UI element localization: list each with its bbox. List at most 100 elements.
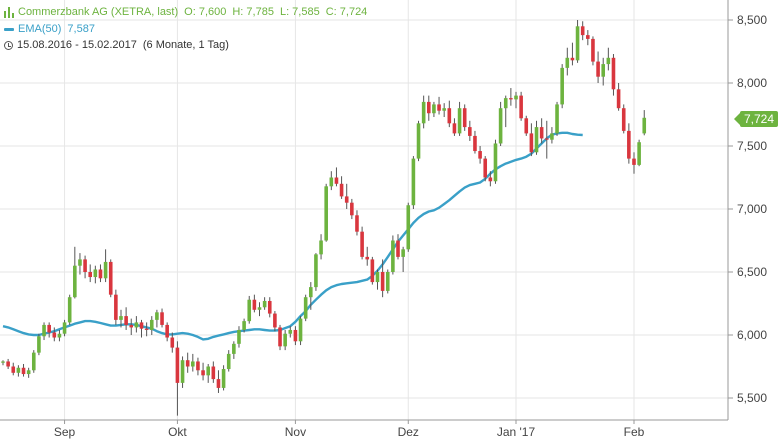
candle-body [288, 329, 293, 334]
legend-period: 15.08.2016 - 15.02.2017 (6 Monate, 1 Tag) [4, 38, 229, 52]
candle-body [627, 130, 631, 159]
candle-body [267, 300, 272, 314]
candle [211, 361, 216, 383]
candle-body [416, 123, 421, 159]
candle [108, 259, 113, 298]
candle [519, 91, 523, 121]
candle-body [596, 61, 600, 77]
candle [62, 319, 67, 337]
candle [529, 123, 534, 157]
candle [360, 226, 364, 260]
candle-body [411, 158, 416, 206]
candle [555, 101, 559, 136]
candle-body [309, 287, 313, 298]
candle-body [468, 127, 472, 136]
candle [447, 100, 452, 128]
high-value: H: 7,785 [232, 6, 274, 18]
candle [37, 333, 41, 356]
candle-body [119, 316, 123, 320]
candle-body [637, 142, 641, 165]
candle-body [37, 336, 41, 353]
candle-body [1, 361, 5, 363]
candle-body [114, 294, 118, 320]
candle-body [180, 360, 185, 383]
candle [247, 295, 252, 324]
candle [488, 171, 493, 187]
candle-body [406, 205, 411, 250]
candle [637, 139, 641, 167]
candle [47, 322, 51, 338]
candle-body [237, 329, 241, 344]
candle [396, 234, 400, 260]
candle [11, 362, 16, 376]
candle-body [560, 67, 564, 105]
candle-body [303, 297, 308, 319]
candle [478, 146, 482, 164]
candle-body [457, 108, 462, 134]
candle [155, 309, 159, 328]
candle [344, 183, 349, 209]
candle [185, 352, 190, 373]
candle-body [108, 261, 113, 295]
candle-body [78, 259, 82, 266]
candle-body [355, 215, 359, 232]
candle [550, 127, 554, 144]
candle [355, 210, 359, 236]
candle [401, 246, 405, 272]
candle-body [452, 123, 457, 134]
candle [483, 156, 488, 182]
candle [462, 104, 467, 131]
candle-body [226, 353, 231, 370]
x-tick-label: Sep [54, 425, 76, 439]
candle [196, 357, 200, 376]
candle [339, 176, 344, 199]
candle [180, 356, 185, 388]
low-value: L: 7,585 [279, 6, 320, 18]
candle [21, 363, 26, 377]
date-range: 15.08.2016 - 15.02.2017 [17, 39, 137, 51]
candle-body [570, 57, 575, 61]
candle [257, 302, 262, 317]
candle-body [575, 26, 580, 61]
candle-body [93, 269, 98, 278]
candle-body [216, 379, 221, 388]
candle-body [242, 321, 246, 330]
candle-body [519, 95, 523, 119]
candle-body [544, 138, 549, 140]
candle [119, 309, 123, 328]
candle [406, 202, 411, 252]
candle-body [191, 361, 195, 367]
candle [149, 316, 154, 335]
candle-body [493, 143, 498, 182]
candle-body [586, 35, 590, 39]
candle-body [324, 186, 328, 241]
candle-body [6, 361, 10, 367]
candle-body [103, 261, 108, 279]
candle-body [232, 343, 236, 354]
candle [616, 83, 621, 111]
candle [273, 311, 277, 332]
candle-body [21, 367, 26, 375]
candle [103, 249, 108, 283]
candle [611, 54, 616, 96]
candle [437, 96, 441, 115]
candle [416, 120, 421, 162]
candle-body [314, 254, 318, 288]
candle-body [611, 57, 616, 90]
x-tick-label: Okt [168, 425, 187, 439]
candle [165, 322, 169, 342]
candle-body [129, 324, 134, 328]
candle [42, 322, 46, 341]
candle [139, 319, 144, 338]
candle-body [498, 108, 503, 144]
candle [278, 324, 282, 351]
candle-body [211, 366, 216, 380]
candle [539, 118, 544, 144]
candle-body [319, 240, 323, 255]
candle [262, 297, 267, 310]
candle [391, 235, 395, 275]
candle-body [442, 108, 446, 111]
candle-body [221, 369, 226, 388]
candle-body [555, 104, 559, 134]
